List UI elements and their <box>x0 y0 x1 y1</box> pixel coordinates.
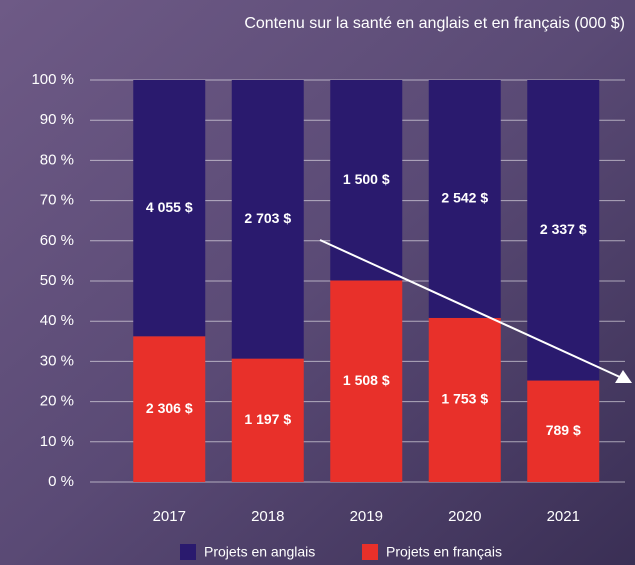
value-label: 2 306 $ <box>146 400 193 416</box>
trend-arrow <box>319 239 623 379</box>
y-tick-label: 40 % <box>40 312 74 329</box>
value-label: 1 500 $ <box>343 171 390 187</box>
y-tick-label: 90 % <box>40 111 74 128</box>
y-tick-label: 70 % <box>40 192 74 209</box>
legend-swatch <box>180 544 196 560</box>
legend-label: Projets en anglais <box>204 544 315 560</box>
legend-label: Projets en français <box>386 544 502 560</box>
bar-segment <box>133 80 206 337</box>
y-tick-label: 0 % <box>48 473 74 490</box>
arrow-head <box>615 370 632 383</box>
y-tick-label: 60 % <box>40 232 74 249</box>
value-label: 4 055 $ <box>146 199 193 215</box>
legend-swatch <box>362 544 378 560</box>
chart-title: Contenu sur la santé en anglais et en fr… <box>244 15 625 32</box>
bar-segment <box>428 80 501 318</box>
plot-area: 0 % 10 % 20 % 30 % 40 % 50 % 60 % 70 % 80 % 90 % 1… <box>31 71 625 525</box>
bar-segment <box>330 280 403 482</box>
value-label: 1 197 $ <box>244 411 291 427</box>
bar-segment <box>428 317 501 482</box>
bar-segment <box>231 80 304 359</box>
bar-segment <box>527 380 600 482</box>
x-tick-label: 2019 <box>350 508 383 525</box>
x-tick-label: 2021 <box>547 508 580 525</box>
bar-segment <box>330 80 403 281</box>
y-tick-label: 20 % <box>40 393 74 410</box>
x-tick-label: 2020 <box>448 508 481 525</box>
x-tick-label: 2017 <box>153 508 186 525</box>
y-tick-label: 30 % <box>40 352 74 369</box>
value-label: 2 703 $ <box>244 210 291 226</box>
bar-segment <box>133 336 206 482</box>
value-label: 1 753 $ <box>441 391 488 407</box>
bar-segment <box>231 358 304 482</box>
value-label: 1 508 $ <box>343 372 390 388</box>
y-tick-label: 10 % <box>40 433 74 450</box>
value-label: 789 $ <box>546 422 581 438</box>
bar-segment <box>527 80 600 381</box>
x-tick-label: 2018 <box>251 508 284 525</box>
value-label: 2 542 $ <box>441 190 488 206</box>
value-label: 2 337 $ <box>540 221 587 237</box>
y-tick-label: 100 % <box>31 71 74 88</box>
y-tick-label: 80 % <box>40 151 74 168</box>
y-tick-label: 50 % <box>40 272 74 289</box>
